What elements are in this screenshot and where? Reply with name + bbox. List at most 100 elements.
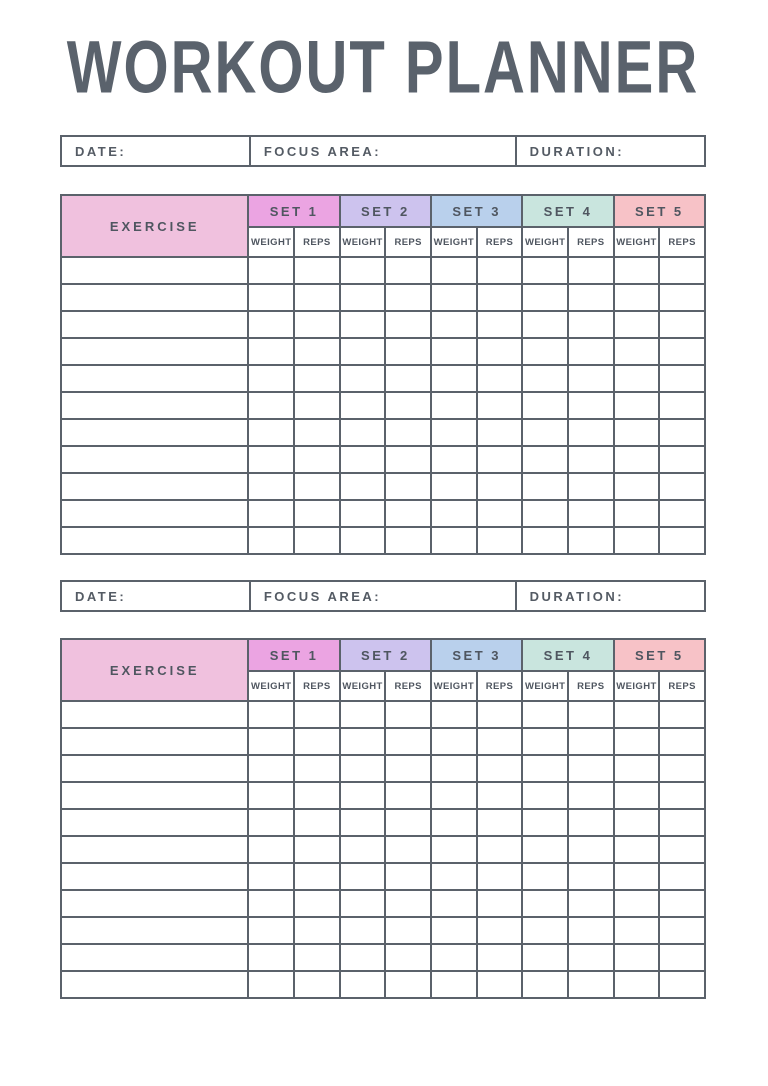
reps-input-cell[interactable]: [475, 754, 524, 783]
weight-input-cell[interactable]: [521, 310, 569, 339]
reps-input-cell[interactable]: [293, 835, 341, 864]
weight-input-cell[interactable]: [430, 862, 478, 891]
weight-input-cell[interactable]: [612, 364, 661, 393]
weight-input-cell[interactable]: [338, 970, 387, 999]
focus-area-field[interactable]: FOCUS AREA:: [248, 137, 515, 165]
weight-input-cell[interactable]: [612, 727, 661, 756]
reps-input-cell[interactable]: [293, 499, 341, 528]
reps-input-cell[interactable]: [293, 916, 341, 945]
weight-input-cell[interactable]: [612, 310, 661, 339]
exercise-input-cell[interactable]: [59, 337, 250, 366]
duration-field[interactable]: DURATION:: [514, 137, 704, 165]
reps-input-cell[interactable]: [658, 970, 706, 999]
weight-input-cell[interactable]: [612, 754, 661, 783]
reps-input-cell[interactable]: [293, 889, 341, 918]
weight-input-cell[interactable]: [521, 943, 569, 972]
reps-input-cell[interactable]: [475, 283, 524, 312]
exercise-input-cell[interactable]: [59, 781, 250, 810]
reps-input-cell[interactable]: [293, 256, 341, 285]
reps-input-cell[interactable]: [384, 808, 433, 837]
exercise-input-cell[interactable]: [59, 970, 250, 999]
reps-input-cell[interactable]: [566, 283, 615, 312]
exercise-input-cell[interactable]: [59, 943, 250, 972]
date-field[interactable]: DATE:: [62, 137, 249, 165]
exercise-input-cell[interactable]: [59, 835, 250, 864]
weight-input-cell[interactable]: [247, 943, 296, 972]
reps-input-cell[interactable]: [658, 472, 706, 501]
weight-input-cell[interactable]: [338, 781, 387, 810]
weight-input-cell[interactable]: [247, 916, 296, 945]
reps-input-cell[interactable]: [384, 445, 433, 474]
weight-input-cell[interactable]: [612, 256, 661, 285]
weight-input-cell[interactable]: [338, 862, 387, 891]
weight-input-cell[interactable]: [247, 418, 296, 447]
weight-input-cell[interactable]: [521, 889, 569, 918]
exercise-input-cell[interactable]: [59, 700, 250, 729]
reps-input-cell[interactable]: [658, 337, 706, 366]
reps-input-cell[interactable]: [658, 943, 706, 972]
weight-input-cell[interactable]: [247, 970, 296, 999]
weight-input-cell[interactable]: [430, 808, 478, 837]
reps-input-cell[interactable]: [293, 808, 341, 837]
weight-input-cell[interactable]: [338, 754, 387, 783]
focus-area-field[interactable]: FOCUS AREA:: [248, 582, 515, 610]
reps-input-cell[interactable]: [658, 445, 706, 474]
weight-input-cell[interactable]: [430, 256, 478, 285]
weight-input-cell[interactable]: [521, 391, 569, 420]
weight-input-cell[interactable]: [521, 727, 569, 756]
weight-input-cell[interactable]: [338, 283, 387, 312]
weight-input-cell[interactable]: [430, 700, 478, 729]
reps-input-cell[interactable]: [475, 727, 524, 756]
reps-input-cell[interactable]: [384, 499, 433, 528]
reps-input-cell[interactable]: [566, 808, 615, 837]
reps-input-cell[interactable]: [293, 472, 341, 501]
weight-input-cell[interactable]: [521, 835, 569, 864]
reps-input-cell[interactable]: [475, 499, 524, 528]
reps-input-cell[interactable]: [475, 526, 524, 555]
reps-input-cell[interactable]: [566, 916, 615, 945]
reps-input-cell[interactable]: [293, 754, 341, 783]
weight-input-cell[interactable]: [612, 835, 661, 864]
reps-input-cell[interactable]: [475, 970, 524, 999]
weight-input-cell[interactable]: [338, 727, 387, 756]
weight-input-cell[interactable]: [338, 835, 387, 864]
weight-input-cell[interactable]: [612, 889, 661, 918]
weight-input-cell[interactable]: [430, 526, 478, 555]
date-field[interactable]: DATE:: [62, 582, 249, 610]
reps-input-cell[interactable]: [475, 700, 524, 729]
reps-input-cell[interactable]: [475, 391, 524, 420]
reps-input-cell[interactable]: [475, 310, 524, 339]
exercise-input-cell[interactable]: [59, 391, 250, 420]
reps-input-cell[interactable]: [658, 499, 706, 528]
reps-input-cell[interactable]: [475, 418, 524, 447]
weight-input-cell[interactable]: [247, 472, 296, 501]
weight-input-cell[interactable]: [612, 781, 661, 810]
reps-input-cell[interactable]: [475, 862, 524, 891]
weight-input-cell[interactable]: [521, 970, 569, 999]
weight-input-cell[interactable]: [521, 472, 569, 501]
reps-input-cell[interactable]: [293, 391, 341, 420]
weight-input-cell[interactable]: [247, 310, 296, 339]
reps-input-cell[interactable]: [566, 310, 615, 339]
exercise-input-cell[interactable]: [59, 472, 250, 501]
weight-input-cell[interactable]: [430, 337, 478, 366]
exercise-input-cell[interactable]: [59, 889, 250, 918]
weight-input-cell[interactable]: [612, 337, 661, 366]
weight-input-cell[interactable]: [247, 283, 296, 312]
exercise-input-cell[interactable]: [59, 526, 250, 555]
weight-input-cell[interactable]: [338, 808, 387, 837]
weight-input-cell[interactable]: [338, 472, 387, 501]
reps-input-cell[interactable]: [293, 970, 341, 999]
weight-input-cell[interactable]: [612, 862, 661, 891]
weight-input-cell[interactable]: [338, 337, 387, 366]
weight-input-cell[interactable]: [612, 808, 661, 837]
reps-input-cell[interactable]: [384, 283, 433, 312]
weight-input-cell[interactable]: [521, 337, 569, 366]
reps-input-cell[interactable]: [475, 916, 524, 945]
weight-input-cell[interactable]: [247, 835, 296, 864]
weight-input-cell[interactable]: [338, 310, 387, 339]
exercise-input-cell[interactable]: [59, 445, 250, 474]
reps-input-cell[interactable]: [658, 526, 706, 555]
reps-input-cell[interactable]: [566, 499, 615, 528]
weight-input-cell[interactable]: [430, 727, 478, 756]
